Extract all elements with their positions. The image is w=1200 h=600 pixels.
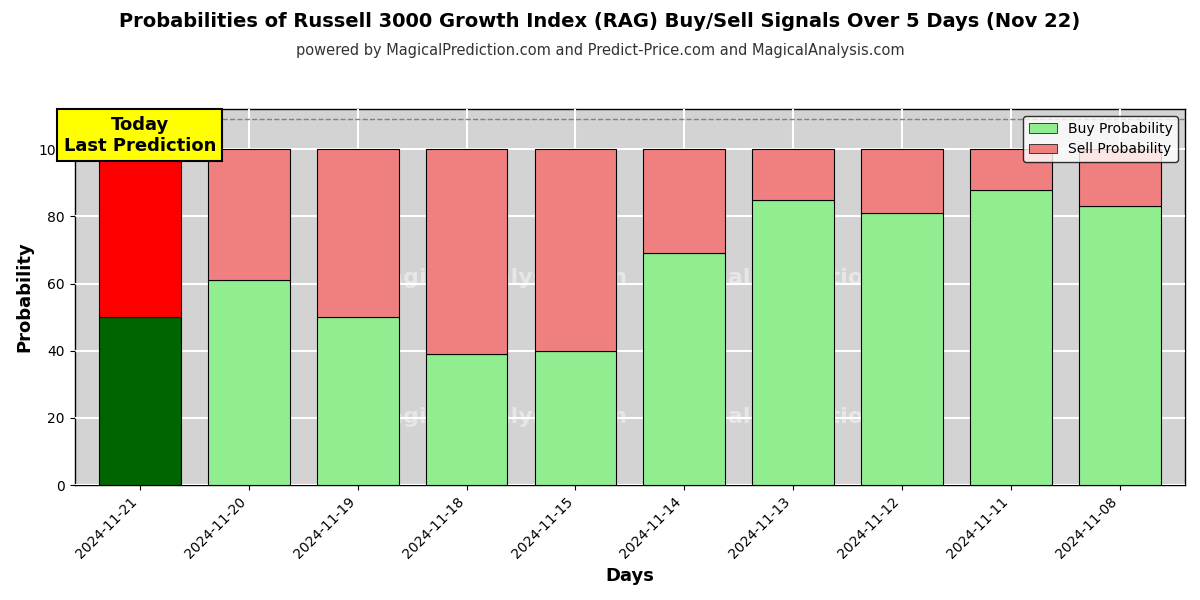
- Bar: [426, 149, 508, 354]
- Bar: [752, 200, 834, 485]
- Bar: [643, 253, 725, 485]
- Bar: [534, 149, 617, 351]
- Bar: [534, 351, 617, 485]
- Bar: [862, 149, 943, 213]
- Text: Today
Last Prediction: Today Last Prediction: [64, 116, 216, 155]
- Bar: [208, 149, 289, 280]
- Legend: Buy Probability, Sell Probability: Buy Probability, Sell Probability: [1024, 116, 1178, 162]
- Y-axis label: Probability: Probability: [16, 242, 34, 352]
- Bar: [208, 280, 289, 485]
- Text: powered by MagicalPrediction.com and Predict-Price.com and MagicalAnalysis.com: powered by MagicalPrediction.com and Pre…: [295, 43, 905, 58]
- Text: MagicalPrediction.com: MagicalPrediction.com: [654, 268, 940, 288]
- Bar: [100, 317, 181, 485]
- Text: MagicalPrediction.com: MagicalPrediction.com: [654, 407, 940, 427]
- Bar: [1079, 206, 1160, 485]
- Bar: [643, 149, 725, 253]
- Bar: [317, 317, 398, 485]
- Bar: [100, 149, 181, 317]
- Bar: [970, 190, 1051, 485]
- Bar: [426, 354, 508, 485]
- Bar: [1079, 149, 1160, 206]
- X-axis label: Days: Days: [605, 567, 654, 585]
- Bar: [752, 149, 834, 200]
- Text: MagicalAnalysis.com: MagicalAnalysis.com: [366, 268, 628, 288]
- Text: Probabilities of Russell 3000 Growth Index (RAG) Buy/Sell Signals Over 5 Days (N: Probabilities of Russell 3000 Growth Ind…: [119, 12, 1081, 31]
- Bar: [970, 149, 1051, 190]
- Text: MagicalAnalysis.com: MagicalAnalysis.com: [366, 407, 628, 427]
- Bar: [317, 149, 398, 317]
- Bar: [862, 213, 943, 485]
